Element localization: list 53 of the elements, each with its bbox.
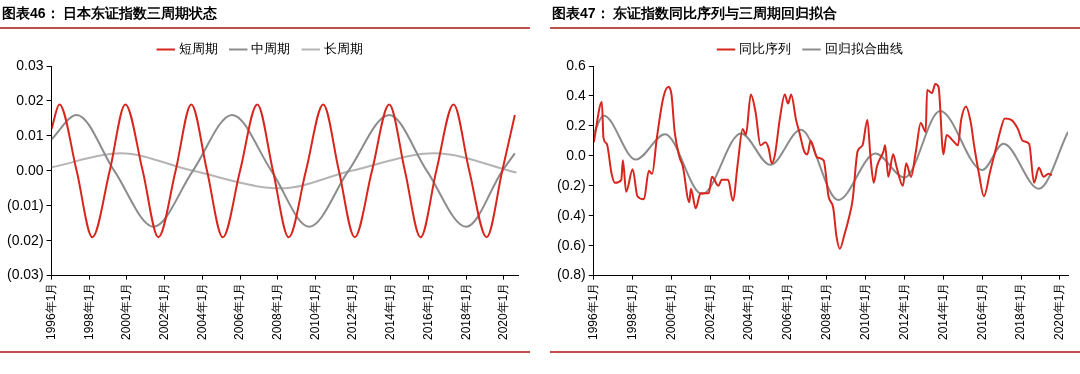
y-tick-label: (0.4) bbox=[556, 206, 586, 223]
y-tick-label: 0.2 bbox=[566, 116, 586, 133]
y-tick-label: 0.03 bbox=[16, 56, 44, 73]
y-tick-label: (0.02) bbox=[6, 231, 44, 248]
y-tick-label: 0.02 bbox=[16, 91, 44, 108]
x-tick-label: 2004年1月 bbox=[741, 282, 756, 341]
x-tick-label: 2014年1月 bbox=[935, 282, 950, 341]
x-tick-label: 1998年1月 bbox=[81, 282, 96, 341]
y-tick-label: (0.01) bbox=[6, 196, 44, 213]
y-tick-label: (0.6) bbox=[556, 236, 586, 253]
x-tick-label: 2000年1月 bbox=[119, 282, 134, 341]
x-tick-label: 1996年1月 bbox=[43, 282, 58, 341]
x-tick-label: 2016年1月 bbox=[974, 282, 989, 341]
x-tick-label: 2020年1月 bbox=[1052, 282, 1067, 341]
x-tick-label: 2006年1月 bbox=[780, 282, 795, 341]
y-tick-label: (0.8) bbox=[556, 266, 586, 283]
chart-title: 图表46： 日本东证指数三周期状态 bbox=[0, 2, 530, 29]
x-tick-label: 2018年1月 bbox=[458, 282, 473, 341]
legend-label: 长周期 bbox=[323, 41, 363, 57]
x-tick-label: 1998年1月 bbox=[624, 282, 639, 341]
x-tick-label: 1996年1月 bbox=[586, 282, 601, 341]
legend-label: 短周期 bbox=[178, 41, 218, 57]
x-tick-label: 2010年1月 bbox=[307, 282, 322, 341]
x-tick-label: 2008年1月 bbox=[819, 282, 834, 341]
x-tick-label: 2016年1月 bbox=[420, 282, 435, 341]
legend-label: 回归拟合曲线 bbox=[824, 41, 903, 57]
line-series bbox=[51, 103, 516, 239]
x-tick-label: 2020年1月 bbox=[496, 282, 511, 341]
y-tick-label: 0.6 bbox=[566, 56, 586, 73]
x-tick-label: 2012年1月 bbox=[896, 282, 911, 341]
x-tick-label: 2000年1月 bbox=[663, 282, 678, 341]
x-tick-label: 2004年1月 bbox=[194, 282, 209, 341]
x-tick-label: 2014年1月 bbox=[383, 282, 398, 341]
line-series bbox=[593, 82, 1053, 250]
x-tick-label: 2008年1月 bbox=[270, 282, 285, 341]
y-tick-label: 0.4 bbox=[566, 86, 586, 103]
y-tick-label: (0.03) bbox=[6, 266, 44, 283]
x-tick-label: 2002年1月 bbox=[702, 282, 717, 341]
x-tick-label: 2010年1月 bbox=[858, 282, 873, 341]
chart-title: 图表47： 东证指数同比序列与三周期回归拟合 bbox=[550, 2, 1080, 29]
line-series bbox=[593, 109, 1068, 202]
line-series bbox=[51, 152, 518, 190]
legend-label: 中周期 bbox=[251, 41, 291, 57]
x-tick-label: 2018年1月 bbox=[1013, 282, 1028, 341]
y-tick-label: 0.0 bbox=[566, 146, 586, 163]
x-tick-label: 2002年1月 bbox=[156, 282, 171, 341]
x-tick-label: 2006年1月 bbox=[232, 282, 247, 341]
line-series bbox=[51, 113, 516, 228]
y-tick-label: 0.00 bbox=[16, 161, 44, 178]
y-tick-label: (0.2) bbox=[556, 176, 586, 193]
legend-label: 同比序列 bbox=[739, 41, 791, 57]
y-tick-label: 0.01 bbox=[16, 126, 44, 143]
x-tick-label: 2012年1月 bbox=[345, 282, 360, 341]
